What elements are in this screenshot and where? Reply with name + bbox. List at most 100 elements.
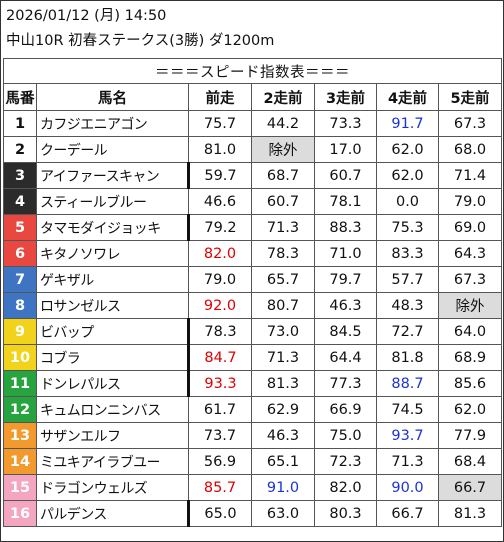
horse-number-cell: 2 <box>3 136 37 163</box>
table-row: 12 キュムロンニンバス 61.7 62.9 66.9 74.5 62.0 <box>3 396 502 423</box>
horse-number-cell: 6 <box>3 240 37 267</box>
horse-number-cell: 8 <box>3 292 37 319</box>
speed-index-cell: 88.3 <box>314 214 377 241</box>
speed-index-cell: 66.9 <box>314 396 377 423</box>
speed-index-cell: 62.0 <box>376 136 439 163</box>
speed-index-cell: 66.7 <box>438 474 502 501</box>
table-body: 1 カフジエニアゴン 75.7 44.2 73.3 91.7 67.3 2 クーデール 81.0 除… <box>3 110 502 527</box>
table-title-row: ＝＝＝スピード指数表＝＝＝ <box>3 58 502 84</box>
speed-index-cell: 46.3 <box>251 422 315 449</box>
horse-name-cell: キュムロンニンバス <box>36 396 189 423</box>
horse-name-cell: パルデンス <box>36 500 190 527</box>
speed-index-cell: 93.7 <box>376 422 439 449</box>
horse-name-cell: ドラゴンウェルズ <box>36 474 189 501</box>
speed-index-cell: 68.4 <box>438 448 502 475</box>
speed-index-cell: 59.7 <box>188 162 252 189</box>
horse-name-cell: カフジエニアゴン <box>36 110 189 137</box>
speed-index-cell: 79.7 <box>314 266 377 293</box>
speed-index-cell: 85.6 <box>438 370 502 397</box>
table-row: 11 ドンレパルス 93.3 81.3 77.3 88.7 85.6 <box>3 370 502 397</box>
table-row: 15 ドラゴンウェルズ 85.7 91.0 82.0 90.0 66.7 <box>3 474 502 501</box>
speed-index-cell: 80.3 <box>314 500 377 527</box>
table-row: 1 カフジエニアゴン 75.7 44.2 73.3 91.7 67.3 <box>3 110 502 137</box>
speed-index-cell: 46.3 <box>314 292 377 319</box>
speed-index-cell: 79.0 <box>438 188 502 215</box>
speed-index-cell: 66.7 <box>376 500 439 527</box>
table-row: 2 クーデール 81.0 除外 17.0 62.0 68.0 <box>3 136 502 163</box>
speed-index-cell: 91.7 <box>376 110 439 137</box>
speed-index-cell: 83.3 <box>376 240 439 267</box>
speed-index-cell: 79.0 <box>188 266 252 293</box>
horse-name-cell: キタノソワレ <box>36 240 189 267</box>
column-header-row: 馬番 馬名 前走 2走前 3走前 4走前 5走前 <box>3 83 502 111</box>
table-row: 4 スティールブルー 46.6 60.7 78.1 0.0 79.0 <box>3 188 502 215</box>
speed-index-cell: 74.5 <box>376 396 439 423</box>
speed-index-cell: 62.0 <box>438 396 502 423</box>
table-row: 7 ゲキザル 79.0 65.7 79.7 57.7 67.3 <box>3 266 502 293</box>
horse-name-cell: ロサンゼルス <box>36 292 189 319</box>
horse-number-cell: 16 <box>3 500 37 527</box>
speed-index-cell: 65.1 <box>251 448 315 475</box>
table-row: 16 パルデンス 65.0 63.0 80.3 66.7 81.3 <box>3 500 502 527</box>
speed-index-cell: 77.9 <box>438 422 502 449</box>
race-title: 中山10R 初春ステークス(3勝) ダ1200m <box>6 33 275 49</box>
speed-index-cell: 82.0 <box>188 240 252 267</box>
horse-number-cell: 9 <box>3 318 37 345</box>
horse-number-cell: 15 <box>3 474 37 501</box>
speed-index-cell: 75.3 <box>376 214 439 241</box>
speed-index-cell: 90.0 <box>376 474 439 501</box>
horse-name-cell: ドンレパルス <box>36 370 190 397</box>
speed-index-cell: 62.0 <box>376 162 439 189</box>
speed-index-cell: 69.0 <box>438 214 502 241</box>
speed-index-cell: 78.1 <box>314 188 377 215</box>
speed-index-cell: 80.7 <box>251 292 315 319</box>
speed-index-cell: 46.6 <box>188 188 252 215</box>
table-row: 8 ロサンゼルス 92.0 80.7 46.3 48.3 除外 <box>3 292 502 319</box>
horse-number-cell: 3 <box>3 162 37 189</box>
speed-index-cell: 81.3 <box>251 370 315 397</box>
speed-index-cell: 61.7 <box>188 396 252 423</box>
speed-index-cell: 60.7 <box>314 162 377 189</box>
horse-number-cell: 5 <box>3 214 37 241</box>
speed-index-cell: 81.3 <box>438 500 502 527</box>
speed-index-cell: 77.3 <box>314 370 377 397</box>
speed-index-cell: 78.3 <box>251 240 315 267</box>
speed-index-cell: 64.0 <box>438 318 502 345</box>
horse-name-cell: ビバップ <box>36 318 190 345</box>
horse-name-cell: コブラ <box>36 344 190 371</box>
column-header-horse-name: 馬名 <box>36 83 189 111</box>
horse-name-cell: クーデール <box>36 136 189 163</box>
speed-index-cell: 除外 <box>251 136 315 163</box>
speed-index-cell: 72.7 <box>376 318 439 345</box>
table-row: 14 ミユキアイラブユー 56.9 65.1 72.3 71.3 68.4 <box>3 448 502 475</box>
speed-index-table: ＝＝＝スピード指数表＝＝＝ 馬番 馬名 前走 2走前 3走前 4走前 5走前 1… <box>3 58 502 527</box>
speed-index-cell: 73.3 <box>314 110 377 137</box>
speed-index-cell: 57.7 <box>376 266 439 293</box>
speed-index-cell: 71.4 <box>438 162 502 189</box>
column-header-4-races-ago: 4走前 <box>376 83 439 111</box>
speed-index-cell: 60.7 <box>251 188 315 215</box>
horse-number-cell: 10 <box>3 344 37 371</box>
speed-index-cell: 73.7 <box>188 422 252 449</box>
horse-name-cell: ミユキアイラブユー <box>36 448 189 475</box>
speed-index-cell: 68.7 <box>251 162 315 189</box>
speed-index-cell: 67.3 <box>438 110 502 137</box>
speed-index-cell: 82.0 <box>314 474 377 501</box>
speed-index-cell: 93.3 <box>188 370 252 397</box>
speed-index-cell: 68.0 <box>438 136 502 163</box>
horse-number-cell: 13 <box>3 422 37 449</box>
speed-index-cell: 71.3 <box>376 448 439 475</box>
speed-index-cell: 56.9 <box>188 448 252 475</box>
speed-index-cell: 81.0 <box>188 136 252 163</box>
speed-index-cell: 65.7 <box>251 266 315 293</box>
speed-index-cell: 84.5 <box>314 318 377 345</box>
speed-index-cell: 73.0 <box>251 318 315 345</box>
column-header-2-races-ago: 2走前 <box>251 83 315 111</box>
speed-index-cell: 48.3 <box>376 292 439 319</box>
table-title: ＝＝＝スピード指数表＝＝＝ <box>3 58 502 84</box>
speed-index-cell: 除外 <box>438 292 502 319</box>
horse-number-cell: 11 <box>3 370 37 397</box>
horse-name-cell: アイファースキャン <box>36 162 190 189</box>
speed-index-cell: 75.0 <box>314 422 377 449</box>
speed-index-cell: 79.2 <box>188 214 252 241</box>
